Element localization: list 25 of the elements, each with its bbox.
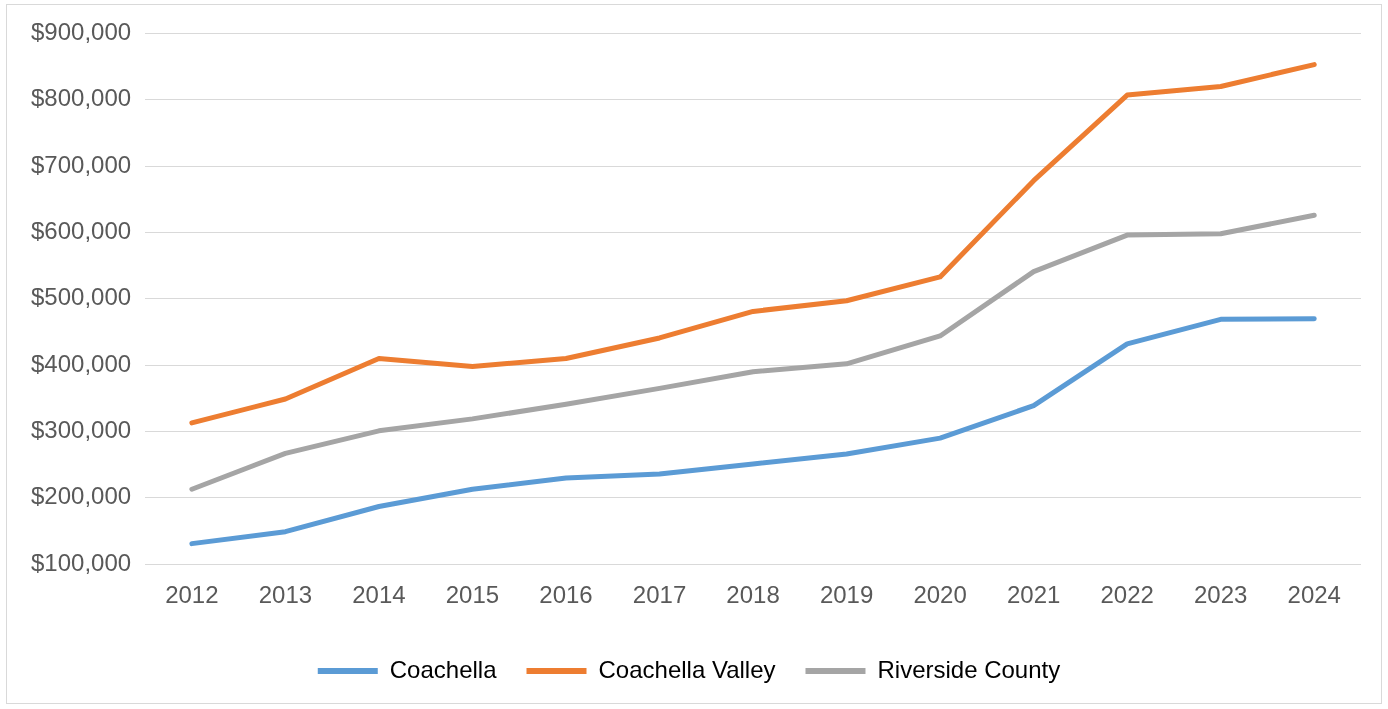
y-tick-label: $900,000 [30, 18, 132, 46]
y-tick-label: $100,000 [30, 548, 132, 576]
x-tick-label: 2019 [819, 581, 874, 609]
x-tick-label: 2018 [726, 581, 780, 609]
x-tick-label: 2012 [165, 581, 219, 609]
legend-label: Coachella Valley [598, 655, 776, 683]
y-tick-label: $600,000 [30, 217, 132, 245]
x-tick-label: 2017 [632, 581, 687, 609]
x-tick-label: 2013 [258, 581, 313, 609]
y-tick-label: $200,000 [30, 482, 132, 510]
x-tick-label: 2024 [1287, 581, 1341, 609]
y-tick-label: $700,000 [30, 150, 132, 178]
y-tick-label: $800,000 [30, 84, 132, 112]
x-tick-label: 2015 [445, 581, 500, 609]
legend-label: Riverside County [877, 655, 1061, 683]
x-tick-label: 2023 [1194, 581, 1248, 609]
x-tick-label: 2014 [352, 581, 406, 609]
x-tick-label: 2022 [1100, 581, 1154, 609]
x-tick-label: 2021 [1006, 581, 1061, 609]
x-tick-label: 2020 [913, 581, 967, 609]
legend-label: Coachella [389, 655, 498, 683]
y-tick-label: $300,000 [30, 416, 132, 444]
x-tick-label: 2016 [539, 581, 593, 609]
y-tick-label: $400,000 [30, 349, 132, 377]
y-tick-label: $500,000 [30, 283, 132, 311]
